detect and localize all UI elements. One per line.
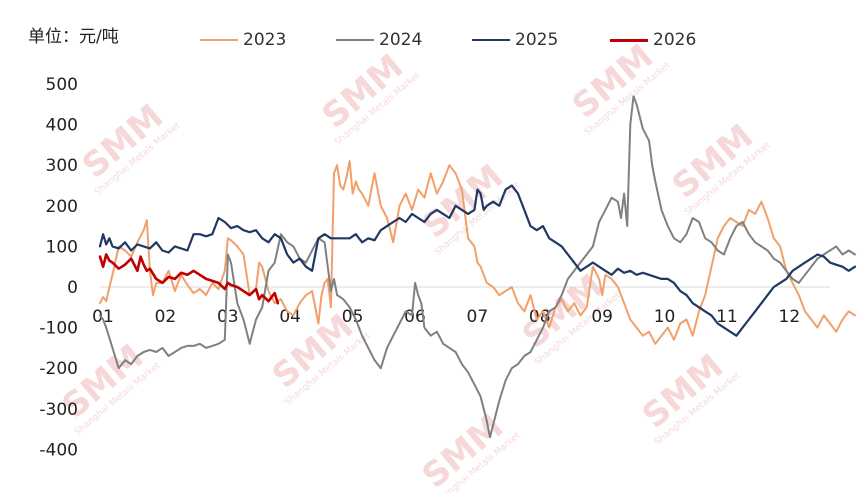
legend-label-2023: 2023 <box>243 30 287 50</box>
y-tick-label: -200 <box>39 359 78 379</box>
y-tick-label: 100 <box>46 237 78 257</box>
legend-item-2023: 2023 <box>200 30 286 50</box>
x-tick-label: 11 <box>716 307 738 327</box>
legend-label-2024: 2024 <box>379 30 423 50</box>
x-tick-label: 12 <box>779 307 801 327</box>
x-tick-label: 01 <box>92 307 114 327</box>
legend-item-2026: 2026 <box>610 30 696 50</box>
series-line-2025 <box>98 184 857 337</box>
y-tick-label: -100 <box>39 319 78 339</box>
y-tick-label: 500 <box>46 75 78 95</box>
y-axis: 500 400 300 200 100 0 -100 -200 -300 -400 <box>39 75 78 460</box>
x-tick-label: 04 <box>279 307 301 327</box>
series-line-2024 <box>99 95 856 439</box>
legend-swatch-2025 <box>472 39 510 41</box>
x-tick-label: 07 <box>467 307 489 327</box>
x-tick-label: 06 <box>404 307 426 327</box>
legend-label-2025: 2025 <box>515 30 559 50</box>
x-tick-label: 02 <box>155 307 177 327</box>
y-tick-label: 300 <box>46 156 78 176</box>
x-tick-label: 03 <box>217 307 239 327</box>
y-tick-label: 400 <box>46 116 78 136</box>
y-tick-label: 200 <box>46 197 78 217</box>
series-line-2023 <box>99 160 856 345</box>
x-tick-label: 09 <box>591 307 613 327</box>
legend-label-2026: 2026 <box>653 30 697 50</box>
series-line-2026 <box>98 253 280 305</box>
y-tick-label: -400 <box>39 440 78 460</box>
x-tick-label: 10 <box>654 307 676 327</box>
series-lines <box>98 95 857 439</box>
y-tick-label: -300 <box>39 400 78 420</box>
legend-swatch-2024 <box>336 39 374 41</box>
x-tick-label: 05 <box>342 307 364 327</box>
legend-item-2025: 2025 <box>472 30 558 50</box>
y-unit-label: 单位：元/吨 <box>28 27 119 47</box>
y-tick-label: 0 <box>67 278 78 298</box>
legend-swatch-2026 <box>610 38 648 42</box>
legend-swatch-2023 <box>200 39 238 41</box>
legend-item-2024: 2024 <box>336 30 422 50</box>
